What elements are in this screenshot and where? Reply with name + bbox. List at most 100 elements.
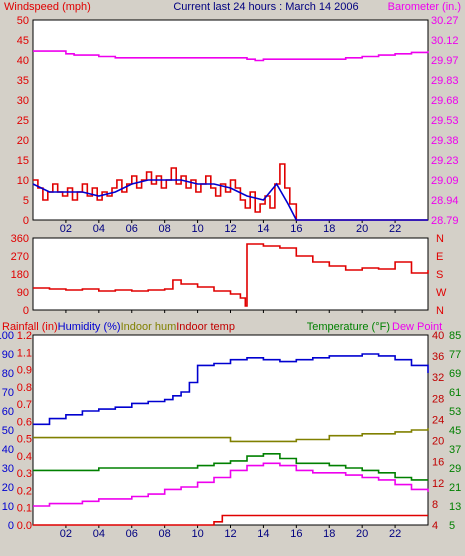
chart-title: Current last 24 hours : March 14 2006 [173, 1, 358, 13]
windspeed-tick-label: 15 [17, 155, 29, 167]
temperature-tick-label: 5 [449, 520, 455, 532]
barometer-axis-title: Barometer (in.) [388, 1, 461, 13]
indoor-temp-tick-label: 36 [432, 351, 444, 363]
windspeed-tick-label: 35 [17, 75, 29, 87]
barometer-tick-label: 29.23 [431, 155, 459, 167]
direction-compass-label: W [436, 287, 447, 299]
p1-x-tick-label: 02 [60, 223, 72, 235]
p1-x-tick-label: 14 [257, 223, 269, 235]
humidity-line [33, 353, 429, 426]
rainfall-tick-label: 0.5 [17, 434, 32, 446]
rainfall-tick-label: 0.0 [17, 520, 32, 532]
left-axis-title-2: Indoor hum [121, 321, 177, 333]
p3-x-tick-label: 18 [323, 528, 335, 540]
indoor-temp-tick-label: 4 [432, 520, 438, 532]
humidity-plot-area [32, 334, 429, 526]
wind-average-line [32, 179, 428, 221]
dew-point-line [33, 462, 429, 507]
windspeed-tick-label: 30 [17, 95, 29, 107]
windspeed-tick-label: 5 [23, 195, 29, 207]
humidity-tick-label: 30 [2, 463, 14, 475]
p3-x-tick-label: 20 [356, 528, 368, 540]
direction-compass-label: N [436, 233, 444, 245]
direction-degree-tick-label: 90 [17, 287, 29, 299]
rainfall-tick-label: 0.9 [17, 365, 32, 377]
windspeed-line [33, 163, 428, 221]
temperature-tick-label: 45 [449, 425, 461, 437]
rainfall-tick-label: 0.2 [17, 485, 32, 497]
left-axis-title-0: Rainfall (in) [2, 321, 58, 333]
left-axis-title-1: Humidity (%) [58, 321, 121, 333]
indoor-temp-tick-label: 12 [432, 478, 444, 490]
indoor-temp-tick-label: 32 [432, 372, 444, 384]
humidity-tick-label: 60 [2, 406, 14, 418]
windspeed-axis-title: Windspeed (mph) [4, 1, 91, 13]
rainfall-tick-label: 0.8 [17, 382, 32, 394]
direction-compass-label: N [436, 305, 444, 317]
barometer-line [33, 50, 429, 62]
p1-x-tick-label: 18 [323, 223, 335, 235]
rainfall-tick-label: 1.2 [17, 330, 32, 342]
barometer-tick-label: 29.97 [431, 55, 459, 67]
p1-x-tick-label: 16 [290, 223, 302, 235]
windspeed-tick-label: 20 [17, 135, 29, 147]
indoor-humidity-line [33, 428, 429, 443]
indoor-temp-tick-label: 16 [432, 457, 444, 469]
humidity-tick-label: 50 [2, 425, 14, 437]
p3-x-tick-label: 04 [93, 528, 105, 540]
p3-x-tick-label: 08 [159, 528, 171, 540]
humidity-tick-label: 90 [2, 349, 14, 361]
windspeed-tick-label: 25 [17, 115, 29, 127]
barometer-tick-label: 30.12 [431, 35, 459, 47]
indoor-temp-tick-label: 8 [432, 499, 438, 511]
windspeed-tick-label: 10 [17, 175, 29, 187]
p3-x-tick-label: 22 [389, 528, 401, 540]
temperature-tick-label: 13 [449, 501, 461, 513]
barometer-tick-label: 29.09 [431, 175, 459, 187]
temperature-tick-label: 21 [449, 482, 461, 494]
humidity-tick-label: 70 [2, 387, 14, 399]
rainfall-tick-label: 0.7 [17, 399, 32, 411]
windspeed-tick-label: 45 [17, 35, 29, 47]
indoor-temp-tick-label: 28 [432, 393, 444, 405]
humidity-tick-label: 80 [2, 368, 14, 380]
windspeed-tick-label: 50 [17, 15, 29, 27]
temperature-tick-label: 85 [449, 330, 461, 342]
left-axis-title-3: Indoor temp [176, 321, 235, 333]
p1-x-tick-label: 08 [159, 223, 171, 235]
p1-x-tick-label: 20 [356, 223, 368, 235]
temperature-tick-label: 61 [449, 387, 461, 399]
temperature-tick-label: 69 [449, 368, 461, 380]
humidity-tick-label: 40 [2, 444, 14, 456]
p1-x-tick-label: 04 [93, 223, 105, 235]
rainfall-tick-label: 0.4 [17, 451, 32, 463]
barometer-tick-label: 29.53 [431, 115, 459, 127]
direction-degree-tick-label: 360 [11, 233, 29, 245]
p1-x-tick-label: 22 [389, 223, 401, 235]
direction-degree-tick-label: 180 [11, 269, 29, 281]
dewpoint-axis-title: Dew Point [392, 321, 442, 333]
p1-x-tick-label: 06 [126, 223, 138, 235]
windspeed-tick-label: 0 [23, 215, 29, 227]
direction-compass-label: S [436, 269, 443, 281]
temperature-tick-label: 53 [449, 406, 461, 418]
barometer-tick-label: 28.79 [431, 215, 459, 227]
direction-degree-tick-label: 0 [23, 305, 29, 317]
p1-x-tick-label: 10 [191, 223, 203, 235]
direction-degree-tick-label: 270 [11, 251, 29, 263]
indoor-temp-tick-label: 24 [432, 414, 444, 426]
rainfall-line [33, 514, 428, 526]
wind-direction-line [33, 243, 429, 307]
p3-x-tick-label: 12 [224, 528, 236, 540]
rainfall-tick-label: 0.3 [17, 468, 32, 480]
p3-x-tick-label: 16 [290, 528, 302, 540]
barometer-tick-label: 29.68 [431, 95, 459, 107]
p3-x-tick-label: 06 [126, 528, 138, 540]
temperature-tick-label: 29 [449, 463, 461, 475]
rainfall-tick-label: 0.6 [17, 416, 32, 428]
indoor-temp-tick-label: 20 [432, 436, 444, 448]
direction-plot-area [32, 237, 429, 311]
temperature-line [33, 452, 428, 481]
humidity-tick-label: 100 [0, 330, 14, 342]
